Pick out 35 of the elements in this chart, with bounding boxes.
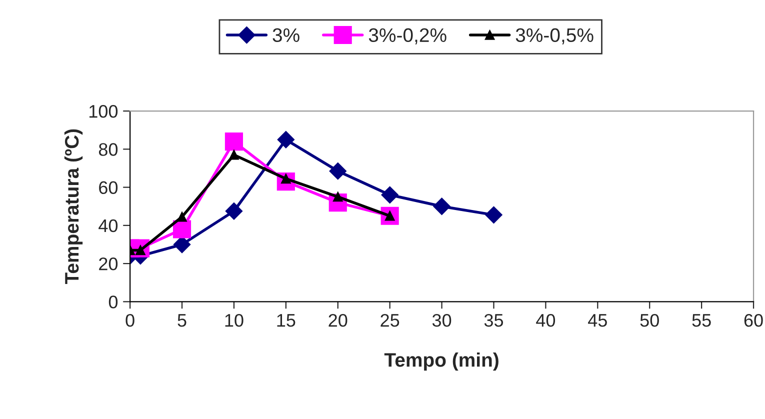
x-tick-label: 5	[178, 314, 186, 327]
point	[225, 202, 243, 220]
x-tick-label: 35	[484, 314, 504, 327]
point	[177, 212, 187, 222]
x-tick-label: 15	[277, 314, 296, 327]
point	[381, 186, 398, 204]
x-tick-label: 0	[126, 314, 134, 327]
point	[172, 220, 192, 238]
x-axis-title: Tempo (min)	[384, 352, 498, 371]
x-tick-label: 10	[225, 314, 244, 327]
x-tick-label: 30	[432, 314, 452, 327]
y-tick-label: 20	[99, 257, 118, 270]
legend-label: 3%	[272, 28, 300, 42]
x-tick-label: 60	[744, 314, 763, 327]
y-axis-title: Temperatura (ºC)	[64, 129, 83, 284]
x-tick-label: 40	[536, 314, 556, 327]
y-tick-label: 0	[108, 296, 118, 308]
y-tick-label: 100	[90, 104, 118, 118]
y-tick-label: 40	[98, 219, 118, 232]
x-tick-label: 45	[588, 314, 607, 327]
y-tick-label: 60	[99, 181, 118, 194]
point	[229, 150, 239, 160]
point	[277, 131, 294, 148]
point	[224, 132, 243, 151]
x-tick-label: 20	[328, 314, 348, 327]
x-tick-label: 55	[692, 314, 711, 327]
point	[329, 162, 346, 180]
y-tick-label: 80	[98, 143, 118, 156]
point	[433, 198, 450, 215]
legend-label: 3%-0,2%	[368, 28, 446, 44]
x-tick-label: 50	[640, 314, 659, 327]
point	[333, 192, 343, 202]
legend-label: 3%-0,5%	[516, 28, 594, 44]
x-tick-label: 25	[380, 314, 400, 327]
point	[485, 206, 502, 224]
